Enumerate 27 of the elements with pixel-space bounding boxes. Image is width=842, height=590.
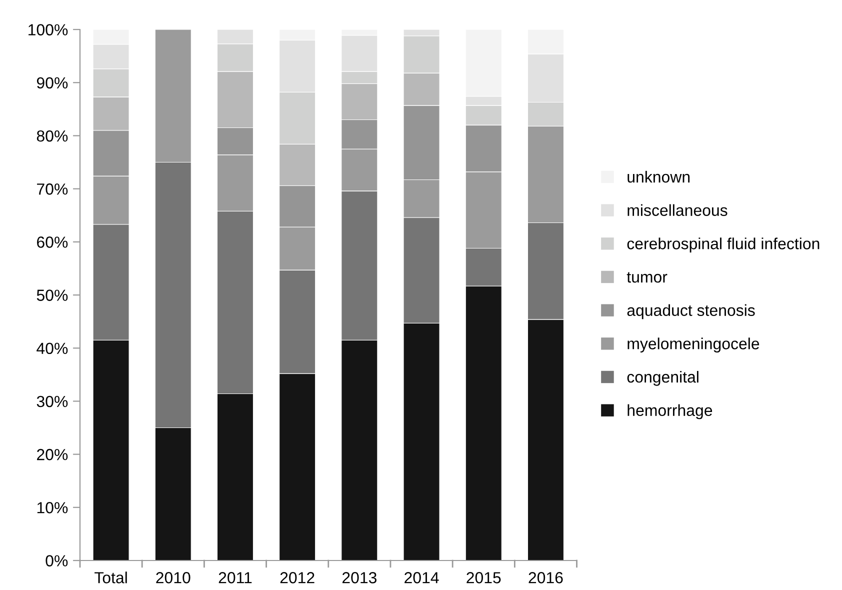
- legend-label: cerebrospinal fluid infection: [627, 238, 820, 252]
- y-tick-label: 10%: [37, 502, 68, 514]
- legend-label: myelomeningocele: [628, 338, 760, 352]
- y-tick-label: 60%: [37, 236, 68, 248]
- x-tick-label: 2013: [342, 572, 376, 584]
- y-tick-label: 0%: [46, 555, 68, 566]
- legend-label: congenital: [627, 370, 698, 386]
- y-tick-label: 100%: [28, 24, 68, 36]
- x-tick-label: Total: [94, 572, 127, 584]
- x-tick-label: 2014: [404, 572, 439, 584]
- y-tick-label: 30%: [36, 396, 68, 408]
- legend-label: hemorrhage: [628, 404, 712, 420]
- legend-label: aquaduct stenosis: [627, 304, 755, 320]
- x-tick-label: 2010: [156, 572, 190, 584]
- x-tick-label: 2011: [218, 572, 252, 584]
- y-tick-label: 50%: [36, 290, 68, 301]
- y-tick-label: 90%: [36, 77, 68, 89]
- y-tick-label: 70%: [37, 183, 68, 195]
- y-tick-label: 20%: [37, 448, 68, 460]
- y-tick-label: 40%: [36, 342, 68, 354]
- x-tick-label: 2016: [528, 572, 563, 584]
- y-tick-label: 80%: [36, 130, 68, 142]
- x-tick-label: 2012: [280, 572, 314, 584]
- legend-label: unknown: [628, 170, 690, 183]
- legend-label: miscellaneous: [628, 204, 728, 216]
- legend-label: tumor: [626, 272, 668, 283]
- x-tick-label: 2015: [466, 572, 501, 584]
